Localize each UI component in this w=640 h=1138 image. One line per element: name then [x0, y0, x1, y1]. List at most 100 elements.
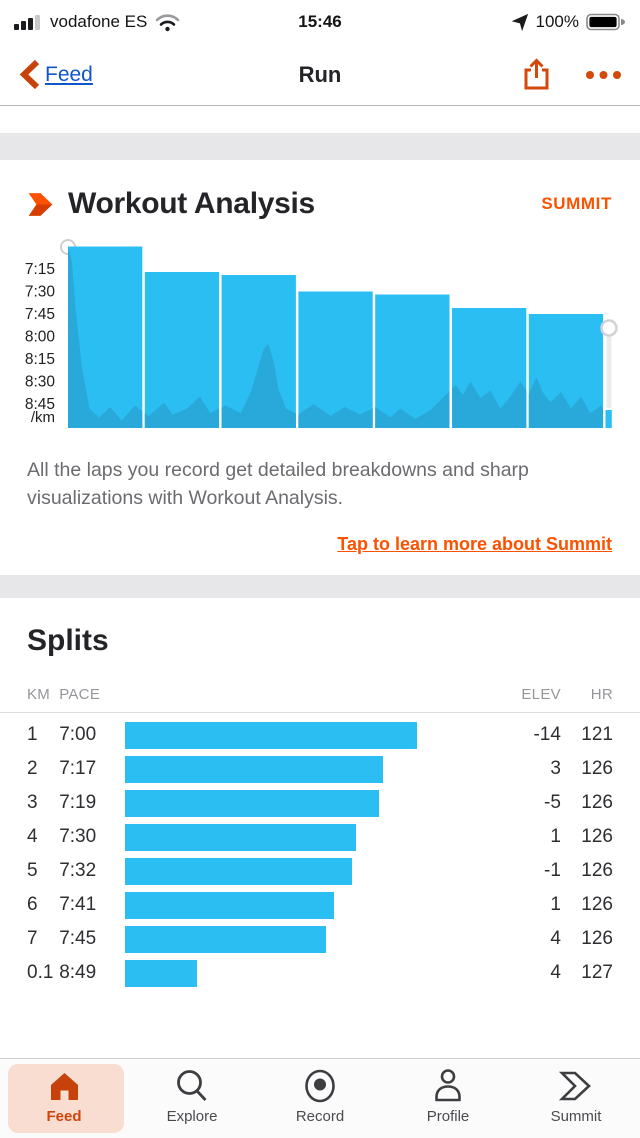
section-divider [0, 575, 640, 598]
profile-icon [435, 1069, 461, 1102]
summit-outline-icon [558, 1071, 591, 1101]
carrier-label: vodafone ES [50, 12, 148, 31]
pace-value: 7:19 [59, 792, 97, 813]
split-row: 1 7:00 -14 121 [0, 718, 640, 752]
hr-value: 126 [581, 826, 613, 847]
back-chevron-icon [19, 59, 40, 90]
col-header-km: KM [27, 686, 51, 703]
pace-value: 7:00 [59, 724, 97, 745]
split-row: 0.1 8:49 4 127 [0, 956, 640, 990]
summit-learn-more-link[interactable]: Tap to learn more about Summit [337, 534, 612, 554]
hr-value: 126 [581, 758, 613, 779]
split-pace-bar [125, 823, 357, 851]
section-divider [0, 133, 640, 160]
share-icon[interactable] [522, 58, 551, 91]
battery-percent: 100% [535, 12, 579, 31]
page-title: Run [298, 61, 342, 87]
tab-record[interactable]: Record [256, 1059, 384, 1138]
split-pace-bar [125, 789, 380, 817]
split-row: 7 7:45 4 126 [0, 922, 640, 956]
pace-value: 7:45 [59, 928, 97, 949]
tab-feed[interactable]: Feed [0, 1059, 128, 1138]
wifi-icon [156, 13, 180, 31]
location-arrow-icon [511, 13, 528, 31]
more-options-icon[interactable] [585, 70, 622, 80]
km-value: 3 [27, 792, 38, 813]
col-header-pace: PACE [59, 686, 101, 703]
split-row: 6 7:41 1 126 [0, 888, 640, 922]
pace-value: 7:41 [59, 894, 97, 915]
chart-lap-bar[interactable] [144, 272, 220, 428]
scroll-gap [0, 106, 640, 133]
chart-lap-bar[interactable] [298, 291, 373, 429]
km-value: 4 [27, 826, 38, 847]
record-icon [305, 1069, 335, 1103]
battery-icon [586, 13, 625, 31]
chart-lap-bar[interactable] [605, 410, 612, 428]
km-value: 1 [27, 724, 38, 745]
y-axis-tick-label: 8:45 [25, 396, 55, 413]
elev-value: -5 [544, 792, 561, 813]
tab-feed-label: Feed [46, 1108, 82, 1125]
elev-value: 3 [550, 758, 561, 779]
pace-chart-svg[interactable]: 7:15 7:30 7:45 8:00 8:15 8:30 8:45/km [0, 238, 640, 432]
tab-summit-label: Summit [550, 1108, 602, 1125]
col-header-hr: HR [590, 686, 613, 703]
hr-value: 127 [581, 962, 613, 983]
split-pace-bar [125, 857, 353, 885]
y-axis-tick-label: 8:00 [25, 329, 56, 346]
workout-analysis-description: All the laps you record get detailed bre… [27, 459, 529, 509]
split-row: 4 7:30 1 126 [0, 820, 640, 854]
workout-analysis-title: Workout Analysis [68, 187, 315, 220]
hr-value: 126 [581, 792, 613, 813]
elev-value: -14 [533, 724, 561, 745]
y-axis-tick-label: 7:15 [25, 261, 55, 278]
elev-value: 4 [550, 928, 561, 949]
workout-analysis-header: Workout Analysis SUMMIT [0, 160, 640, 222]
elev-value: 4 [550, 962, 561, 983]
scrubber-handle-right[interactable] [600, 319, 618, 337]
split-pace-bar [125, 891, 335, 919]
col-header-elev: ELEV [521, 686, 561, 703]
tab-profile[interactable]: Profile [384, 1059, 512, 1138]
nav-bar: Feed Run [0, 44, 640, 106]
tab-profile-label: Profile [426, 1108, 470, 1125]
summit-chevron-icon [28, 192, 53, 216]
split-row: 3 7:19 -5 126 [0, 786, 640, 820]
back-link-label[interactable]: Feed [45, 62, 93, 86]
km-value: 2 [27, 758, 38, 779]
y-axis-tick-label: 8:30 [25, 374, 56, 391]
status-bar: vodafone ES 15:46 100% [0, 0, 640, 44]
y-axis-tick-label: 8:15 [25, 351, 55, 368]
home-icon [50, 1073, 78, 1100]
km-value: 6 [27, 894, 38, 915]
status-time: 15:46 [298, 12, 342, 31]
split-pace-bar [125, 755, 384, 783]
elev-value: 1 [550, 894, 561, 915]
y-axis-tick-label: 7:30 [25, 284, 56, 301]
hr-value: 121 [581, 724, 613, 745]
splits-table: 1 7:00 -14 121 2 7:17 3 126 3 7:19 -5 126 4 7:30 1 126 5… [0, 713, 640, 990]
elev-value: 1 [550, 826, 561, 847]
km-value: 0.1 [27, 962, 54, 983]
split-row: 5 7:32 -1 126 [0, 854, 640, 888]
split-pace-bar [125, 959, 198, 987]
hr-value: 126 [581, 860, 613, 881]
cellular-signal-icon [14, 15, 40, 30]
workout-analysis-chart[interactable]: 7:15 7:30 7:45 8:00 8:15 8:30 8:45/km [0, 238, 640, 432]
splits-title: Splits [27, 624, 109, 657]
tab-record-label: Record [295, 1108, 345, 1125]
tab-explore-label: Explore [166, 1108, 218, 1125]
pace-value: 8:49 [59, 962, 97, 983]
back-button[interactable]: Feed [18, 59, 93, 90]
tab-explore[interactable]: Explore [128, 1059, 256, 1138]
summit-badge: SUMMIT [541, 194, 612, 213]
hr-value: 126 [581, 894, 613, 915]
raw-pace-trace [68, 246, 611, 428]
split-row: 2 7:17 3 126 [0, 752, 640, 786]
split-pace-bar [125, 925, 327, 953]
km-value: 5 [27, 860, 38, 881]
tab-summit[interactable]: Summit [512, 1059, 640, 1138]
splits-table-header: KM PACE ELEV HR [0, 686, 640, 713]
